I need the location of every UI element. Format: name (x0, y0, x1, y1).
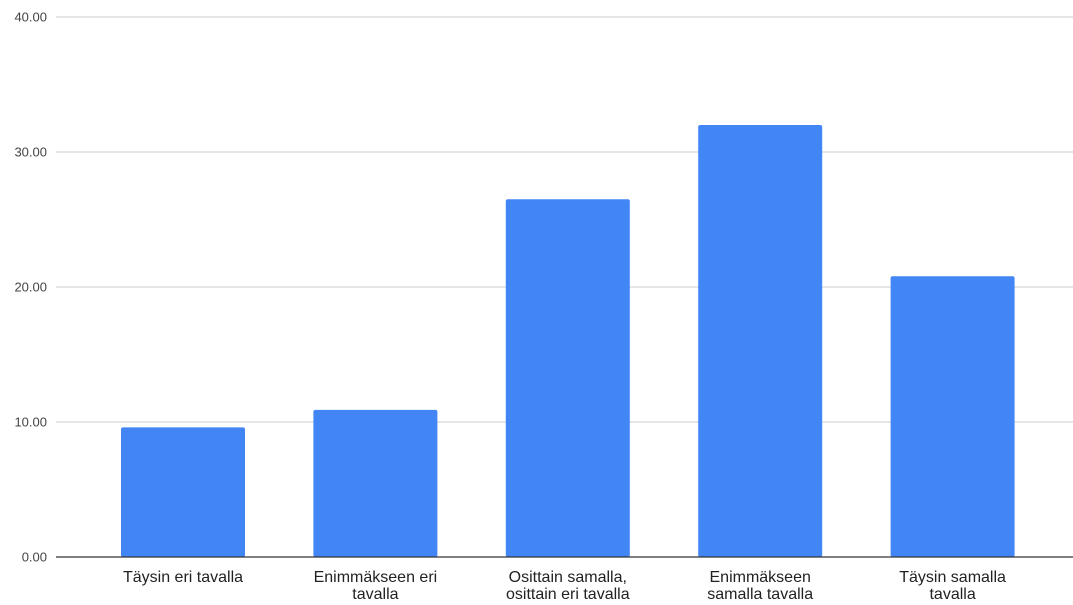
y-axis-ticks: 0.00 10.00 20.00 30.00 40.00 (14, 10, 47, 565)
y-tick-label: 30.00 (14, 145, 47, 160)
y-tick-label: 0.00 (22, 550, 47, 565)
x-tick-label: samalla tavalla (707, 586, 813, 603)
x-tick-label: Enimmäkseen (710, 569, 811, 586)
x-tick-label: tavalla (352, 586, 398, 603)
x-tick-label: tavalla (929, 586, 975, 603)
x-tick-label: osittain eri tavalla (506, 586, 630, 603)
x-axis-labels: Täysin eri tavalla Enimmäkseen eritavalla… (123, 569, 1006, 603)
bar (505, 199, 630, 557)
y-tick-label: 20.00 (14, 280, 47, 295)
bar (313, 409, 438, 557)
bars (121, 125, 1015, 557)
bar (698, 125, 823, 557)
y-tick-label: 10.00 (14, 415, 47, 430)
x-tick-label: Osittain samalla, (509, 569, 627, 586)
bar (121, 427, 245, 557)
y-tick-label: 40.00 (14, 10, 47, 25)
x-tick-label: Täysin eri tavalla (123, 569, 243, 586)
bar (890, 276, 1015, 557)
x-tick-label: Täysin samalla (899, 569, 1006, 586)
x-tick-label: Enimmäkseen eri (314, 569, 438, 586)
